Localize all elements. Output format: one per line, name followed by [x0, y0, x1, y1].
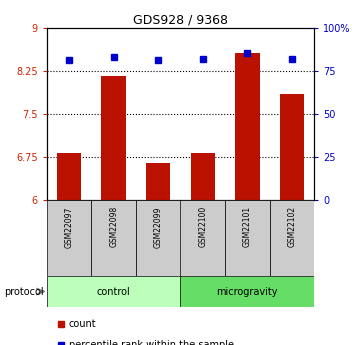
Bar [136, 200, 180, 276]
Text: percentile rank within the sample: percentile rank within the sample [69, 340, 234, 345]
Bar [101, 77, 126, 200]
Bar [225, 200, 270, 276]
Bar [191, 153, 215, 200]
Text: GSM22101: GSM22101 [243, 206, 252, 247]
Text: control: control [97, 287, 131, 296]
Bar [47, 200, 91, 276]
Bar [47, 276, 180, 307]
Text: count: count [69, 319, 96, 329]
Text: GSM22102: GSM22102 [287, 206, 296, 247]
Bar [146, 163, 170, 200]
Bar [279, 94, 304, 200]
Text: microgravity: microgravity [217, 287, 278, 296]
Title: GDS928 / 9368: GDS928 / 9368 [133, 13, 228, 27]
Bar [235, 53, 260, 200]
Bar [180, 276, 314, 307]
Text: GSM22098: GSM22098 [109, 206, 118, 247]
Text: GSM22100: GSM22100 [198, 206, 207, 247]
Bar [270, 200, 314, 276]
Text: GSM22099: GSM22099 [154, 206, 163, 248]
Bar [57, 153, 82, 200]
Text: GSM22097: GSM22097 [65, 206, 74, 248]
Bar [91, 200, 136, 276]
Text: protocol: protocol [4, 287, 43, 296]
Bar [180, 200, 225, 276]
